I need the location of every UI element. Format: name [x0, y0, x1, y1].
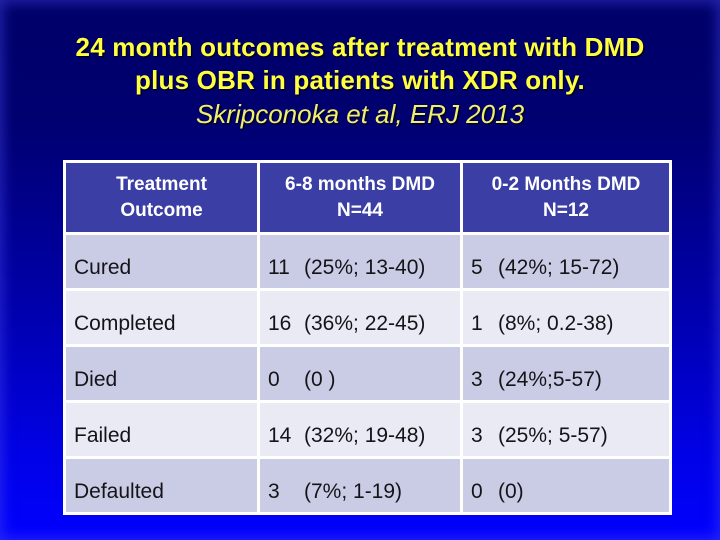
header-text-line: N=44	[337, 199, 383, 221]
value-ci: (0)	[498, 480, 524, 503]
table-row-defaulted: Defaulted 3 (7%; 1-19) 0 (0)	[63, 456, 672, 515]
value-count: 16	[268, 312, 292, 335]
outcome-label: Defaulted	[63, 456, 260, 515]
value-cell-0-2: 3 (25%; 5-57)	[460, 400, 672, 459]
value-cell-6-8: 14 (32%; 19-48)	[257, 400, 463, 459]
value-ci: (25%; 13-40)	[304, 256, 426, 279]
value-ci: (32%; 19-48)	[304, 424, 426, 447]
treatment-outcomes-table: Treatment Outcome 6-8 months DMD N=44 0-…	[63, 160, 672, 515]
value-count: 3	[268, 480, 280, 503]
header-0-2-months-dmd: 0-2 Months DMD N=12	[460, 160, 672, 235]
slide-citation: Skripconoka et al, ERJ 2013	[195, 99, 525, 129]
table-row-failed: Failed 14 (32%; 19-48) 3 (25%; 5-57)	[63, 400, 672, 459]
title-line-2: plus OBR in patients with XDR only.	[135, 65, 585, 95]
header-text-line: N=12	[543, 199, 589, 221]
value-ci: (36%; 22-45)	[304, 312, 426, 335]
outcome-label: Died	[63, 344, 260, 403]
header-treatment-outcome: Treatment Outcome	[63, 160, 260, 235]
value-count: 5	[471, 256, 483, 279]
value-cell-0-2: 1 (8%; 0.2-38)	[460, 288, 672, 347]
value-cell-6-8: 11 (25%; 13-40)	[257, 232, 463, 291]
value-ci: (25%; 5-57)	[498, 424, 608, 447]
outcome-label: Failed	[63, 400, 260, 459]
value-cell-6-8: 3 (7%; 1-19)	[257, 456, 463, 515]
value-ci: (8%; 0.2-38)	[498, 312, 614, 335]
table-row-died: Died 0 (0 ) 3 (24%;5-57)	[63, 344, 672, 403]
header-text-line: 6-8 months DMD	[285, 173, 435, 195]
table-row-cured: Cured 11 (25%; 13-40) 5 (42%; 15-72)	[63, 232, 672, 291]
value-count: 3	[471, 424, 483, 447]
value-count: 1	[471, 312, 483, 335]
value-cell-0-2: 0 (0)	[460, 456, 672, 515]
value-count: 14	[268, 424, 292, 447]
table-row-completed: Completed 16 (36%; 22-45) 1 (8%; 0.2-38)	[63, 288, 672, 347]
header-text-line: Outcome	[120, 199, 203, 221]
value-count: 3	[471, 368, 483, 391]
value-count: 0	[471, 480, 483, 503]
value-cell-6-8: 0 (0 )	[257, 344, 463, 403]
value-ci: (0 )	[304, 368, 336, 391]
value-ci: (42%; 15-72)	[498, 256, 620, 279]
outcome-label: Cured	[63, 232, 260, 291]
value-ci: (24%;5-57)	[498, 368, 602, 391]
slide-title-block: 24 month outcomes after treatment with D…	[0, 0, 720, 131]
header-6-8-months-dmd: 6-8 months DMD N=44	[257, 160, 463, 235]
value-count: 0	[268, 368, 280, 391]
value-cell-0-2: 5 (42%; 15-72)	[460, 232, 672, 291]
title-line-1: 24 month outcomes after treatment with D…	[75, 32, 645, 62]
value-cell-0-2: 3 (24%;5-57)	[460, 344, 672, 403]
header-text-line: Treatment	[116, 173, 207, 195]
value-count: 11	[268, 256, 290, 279]
value-ci: (7%; 1-19)	[304, 480, 403, 503]
value-cell-6-8: 16 (36%; 22-45)	[257, 288, 463, 347]
header-text-line: 0-2 Months DMD	[491, 173, 641, 195]
table-header-row: Treatment Outcome 6-8 months DMD N=44 0-…	[63, 160, 672, 235]
outcome-label: Completed	[63, 288, 260, 347]
